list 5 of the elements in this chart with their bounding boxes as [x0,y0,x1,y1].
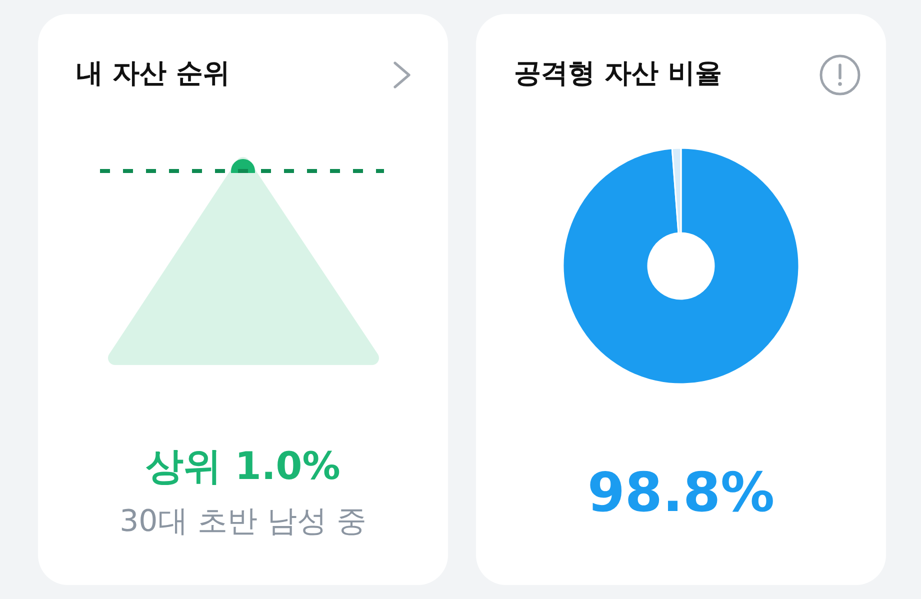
text: 30대 초반 남성 중 [118,504,368,540]
chart-title: 공격형 자산 비율 [514,58,722,90]
text: 상위 1.0% [144,443,342,490]
text: 98.8% [586,461,776,524]
text: 내 자산 순위 [76,58,230,90]
